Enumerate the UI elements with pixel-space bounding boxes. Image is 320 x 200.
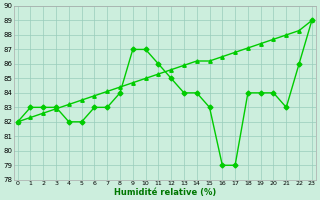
X-axis label: Humidité relative (%): Humidité relative (%) — [114, 188, 216, 197]
